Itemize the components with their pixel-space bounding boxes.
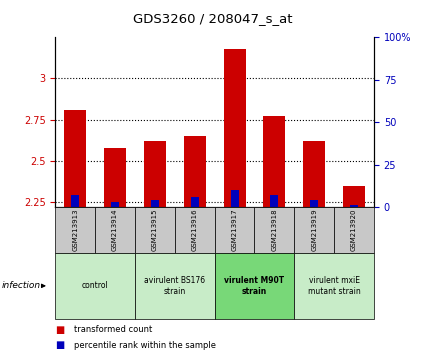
Text: GSM213918: GSM213918 (272, 209, 278, 251)
Text: ■: ■ (55, 340, 65, 350)
Bar (303, 141, 325, 207)
Bar (343, 185, 365, 207)
Text: percentile rank within the sample: percentile rank within the sample (74, 341, 216, 350)
Text: GSM213914: GSM213914 (112, 209, 118, 251)
Bar (310, 200, 318, 207)
Bar (350, 205, 358, 207)
Text: virulent mxiE
mutant strain: virulent mxiE mutant strain (308, 276, 360, 296)
Text: GDS3260 / 208047_s_at: GDS3260 / 208047_s_at (133, 12, 292, 25)
Text: GSM213915: GSM213915 (152, 209, 158, 251)
Text: virulent M90T
strain: virulent M90T strain (224, 276, 284, 296)
Text: infection: infection (2, 281, 41, 290)
Text: avirulent BS176
strain: avirulent BS176 strain (144, 276, 205, 296)
Text: GSM213916: GSM213916 (192, 209, 198, 251)
Text: transformed count: transformed count (74, 325, 153, 335)
Bar (104, 148, 126, 207)
Bar (224, 49, 246, 207)
Text: GSM213919: GSM213919 (311, 209, 317, 251)
Bar (71, 195, 79, 207)
Bar (264, 116, 285, 207)
Bar (191, 197, 198, 207)
Bar (64, 110, 86, 207)
Bar (111, 202, 119, 207)
Bar (144, 141, 166, 207)
Text: GSM213920: GSM213920 (351, 209, 357, 251)
Bar (230, 190, 238, 207)
Bar (151, 200, 159, 207)
Bar (270, 195, 278, 207)
Text: ■: ■ (55, 325, 65, 335)
Text: control: control (82, 281, 108, 290)
Bar (184, 136, 206, 207)
Text: GSM213917: GSM213917 (232, 209, 238, 251)
Text: GSM213913: GSM213913 (72, 209, 78, 251)
